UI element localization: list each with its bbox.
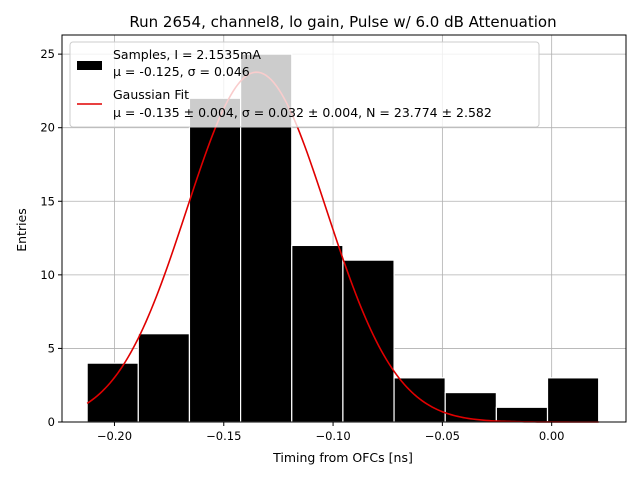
y-tick-label: 15 xyxy=(40,194,55,208)
x-axis-ticks: −0.20 −0.15 −0.10 −0.05 0.00 xyxy=(97,422,565,443)
x-tick-label: −0.15 xyxy=(206,429,241,443)
histogram-bar xyxy=(291,244,344,423)
y-tick-label: 0 xyxy=(48,415,55,429)
legend-samples-swatch xyxy=(77,61,102,70)
y-axis-ticks: 0 5 10 15 20 25 xyxy=(40,47,62,429)
legend-fit-stats: μ = -0.135 ± 0.004, σ = 0.032 ± 0.004, N… xyxy=(113,105,492,120)
histogram-bar xyxy=(137,333,191,423)
legend: Samples, I = 2.1535mA μ = -0.125, σ = 0.… xyxy=(69,41,540,128)
legend-samples-stats: μ = -0.125, σ = 0.046 xyxy=(113,64,250,79)
y-tick-label: 20 xyxy=(40,121,55,135)
chart-title: Run 2654, channel8, lo gain, Pulse w/ 6.… xyxy=(129,13,556,31)
histogram-bars xyxy=(86,53,600,423)
x-tick-label: −0.20 xyxy=(97,429,132,443)
legend-box xyxy=(69,41,540,128)
y-axis-label: Entries xyxy=(14,208,29,252)
axes-frame xyxy=(61,34,627,423)
y-tick-label: 10 xyxy=(40,268,55,282)
x-tick-label: 0.00 xyxy=(539,429,565,443)
x-axis-label: Timing from OFCs [ns] xyxy=(272,450,413,465)
legend-samples-label: Samples, I = 2.1535mA xyxy=(113,47,261,62)
legend-fit-label: Gaussian Fit xyxy=(113,87,189,102)
y-tick-label: 5 xyxy=(48,341,55,355)
histogram-bar xyxy=(444,391,497,423)
histogram-bar xyxy=(342,259,395,423)
x-tick-label: −0.10 xyxy=(315,429,350,443)
histogram-bar xyxy=(188,97,242,423)
histogram-bar xyxy=(393,377,446,423)
histogram-bar xyxy=(495,406,549,423)
histogram-bar xyxy=(546,377,600,423)
y-tick-label: 25 xyxy=(40,47,55,61)
histogram-bar xyxy=(86,362,139,423)
x-tick-label: −0.05 xyxy=(425,429,460,443)
